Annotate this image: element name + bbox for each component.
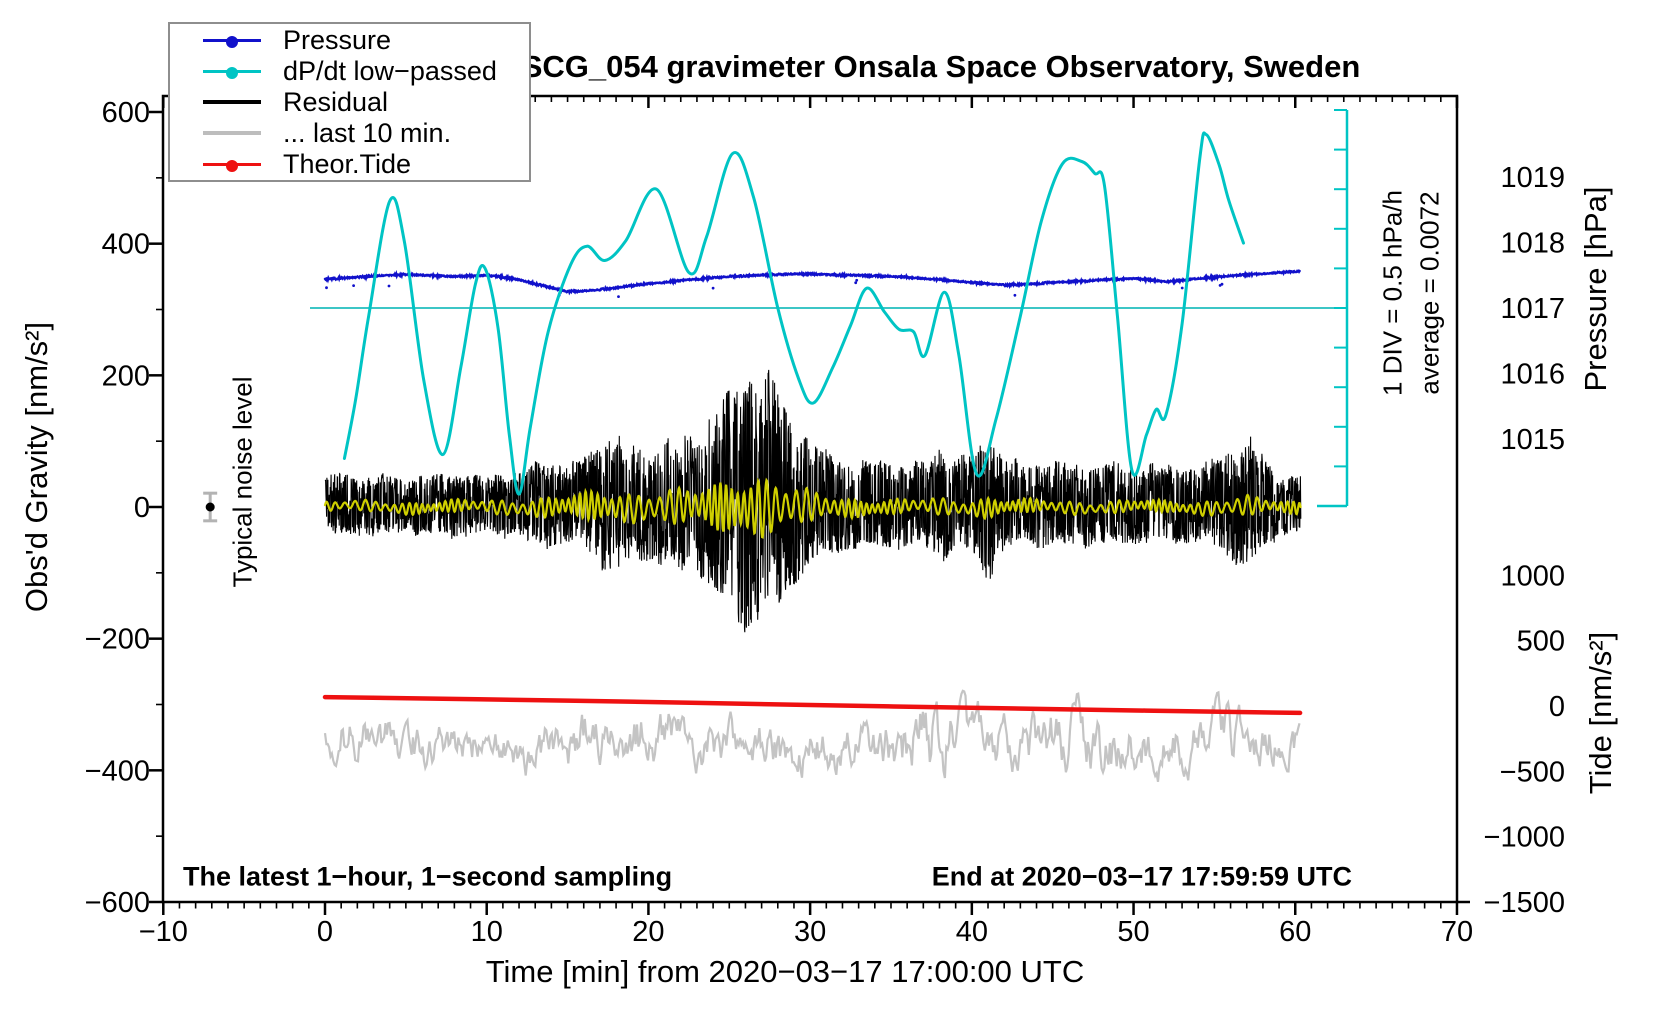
gravity-tick-label: 200 xyxy=(102,360,150,392)
x-tick-label: 30 xyxy=(794,916,826,948)
legend-label: Theor.Tide xyxy=(283,148,412,179)
legend-item-residual: Residual xyxy=(170,87,529,118)
noise-level-label: Typical noise level xyxy=(227,376,258,588)
pressure-tick-label: 1019 xyxy=(1500,162,1565,194)
x-tick-label: 40 xyxy=(956,916,988,948)
left-axis-title: Obs'd Gravity [nm/s²] xyxy=(19,321,54,613)
x-tick-label: 70 xyxy=(1441,916,1473,948)
legend-line-sample xyxy=(203,159,261,172)
tide-tick-label: −1500 xyxy=(1484,887,1565,919)
pressure-tick-label: 1018 xyxy=(1500,227,1565,259)
series-residual-lowpassed xyxy=(323,477,1302,539)
legend: Pressure dP/dt low−passed Residual ... l… xyxy=(168,22,531,182)
series-pressure xyxy=(323,269,1301,298)
x-tick-label: 0 xyxy=(317,916,333,948)
gravity-tick-label: −600 xyxy=(85,887,150,919)
pressure-tick-label: 1017 xyxy=(1500,293,1565,325)
legend-line-sample xyxy=(203,131,261,135)
series-last10min xyxy=(323,689,1301,782)
sampling-annotation: The latest 1−hour, 1−second sampling xyxy=(183,861,673,892)
noise-level-dot xyxy=(205,502,215,512)
x-tick-label: −10 xyxy=(139,916,188,948)
noise-level-marker xyxy=(203,491,218,523)
gravity-tick-label: 0 xyxy=(134,492,150,524)
data-series xyxy=(322,131,1303,782)
dpdt-scale-bar xyxy=(1317,109,1349,508)
tide-axis-title: Tide [nm/s²] xyxy=(1583,631,1618,795)
series-dpdt xyxy=(342,131,1245,496)
x-tick-label: 60 xyxy=(1279,916,1311,948)
legend-label: ... last 10 min. xyxy=(283,117,452,148)
div-scale-label: 1 DIV = 0.5 hPa/h xyxy=(1377,190,1408,396)
legend-label: dP/dt low−passed xyxy=(283,55,497,86)
legend-label: Residual xyxy=(283,86,389,117)
legend-line-sample xyxy=(203,66,261,79)
x-tick-label: 10 xyxy=(471,916,503,948)
gravity-tick-label: 600 xyxy=(102,97,150,129)
tide-tick-label: 1000 xyxy=(1500,560,1565,592)
legend-label: Pressure xyxy=(283,24,392,55)
legend-line-sample xyxy=(203,35,261,48)
pressure-tick-label: 1016 xyxy=(1500,359,1565,391)
plot-frame xyxy=(161,94,1459,904)
gravity-tick-label: 400 xyxy=(102,229,150,261)
pressure-tick-label: 1015 xyxy=(1500,424,1565,456)
end-time-annotation: End at 2020−03−17 17:59:59 UTC xyxy=(931,861,1352,892)
tide-tick-label: −1000 xyxy=(1484,822,1565,854)
x-axis-title: Time [min] from 2020−03−17 17:00:00 UTC xyxy=(485,954,1085,989)
legend-item-theor-tide: Theor.Tide xyxy=(170,149,529,180)
x-tick-label: 50 xyxy=(1117,916,1149,948)
gravity-tick-label: −200 xyxy=(85,624,150,656)
legend-dot-icon xyxy=(226,35,238,48)
pressure-axis-title: Pressure [hPa] xyxy=(1578,186,1613,392)
average-label: average = 0.0072 xyxy=(1414,191,1445,395)
tide-tick-label: 0 xyxy=(1549,691,1565,723)
gravity-tick-label: −400 xyxy=(85,755,150,787)
legend-item-pressure: Pressure xyxy=(170,25,529,56)
legend-line-sample xyxy=(203,100,261,104)
tide-tick-label: 500 xyxy=(1517,626,1565,658)
legend-item-last10min: ... last 10 min. xyxy=(170,118,529,149)
legend-item-dpdt: dP/dt low−passed xyxy=(170,56,529,87)
legend-dot-icon xyxy=(226,66,238,79)
series-theor-tide xyxy=(322,694,1303,716)
chart-title: SCG_054 gravimeter Onsala Space Observat… xyxy=(521,49,1361,84)
tide-tick-label: −500 xyxy=(1500,756,1565,788)
legend-dot-icon xyxy=(226,159,238,172)
x-tick-label: 20 xyxy=(632,916,664,948)
